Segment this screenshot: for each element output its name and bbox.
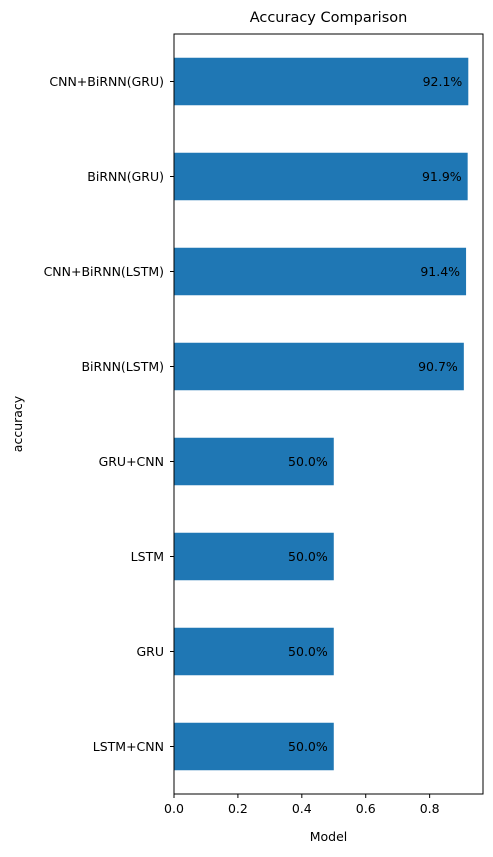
x-axis-label: Model xyxy=(310,829,348,844)
bar-gru xyxy=(174,627,334,676)
x-tick-label: 0.6 xyxy=(356,801,376,816)
y-axis-label: accuracy xyxy=(10,395,25,452)
bar-lstm-cnn xyxy=(174,722,334,771)
y-tick-label: CNN+BiRNN(GRU) xyxy=(49,74,164,89)
bar-value-label: 50.0% xyxy=(288,739,328,754)
y-tick-label: CNN+BiRNN(LSTM) xyxy=(44,264,164,279)
y-tick-label: BiRNN(LSTM) xyxy=(81,359,164,374)
y-tick-label: LSTM+CNN xyxy=(93,739,164,754)
bar-cnn-birnn-gru xyxy=(174,57,469,106)
x-tick-label: 0.4 xyxy=(292,801,312,816)
x-tick-label: 0.0 xyxy=(164,801,184,816)
bar-value-label: 91.9% xyxy=(422,169,462,184)
bar-lstm xyxy=(174,532,334,581)
x-tick-label: 0.2 xyxy=(228,801,248,816)
bar-value-label: 92.1% xyxy=(423,74,463,89)
bar-value-label: 50.0% xyxy=(288,454,328,469)
value-labels-layer: 50.0% 50.0% 50.0% 50.0% 90.7% 91.4% 91.9% 92.1% xyxy=(288,74,462,754)
bar-value-label: 50.0% xyxy=(288,549,328,564)
y-tick-label: BiRNN(GRU) xyxy=(87,169,164,184)
y-tick-label: GRU xyxy=(136,644,164,659)
bar-birnn-gru xyxy=(174,152,468,201)
bar-value-label: 90.7% xyxy=(418,359,458,374)
bar-value-label: 50.0% xyxy=(288,644,328,659)
plot-frame xyxy=(173,33,484,795)
bar-value-label: 91.4% xyxy=(420,264,460,279)
ticks-layer: LSTM+CNN GRU LSTM GRU+CNN BiRNN(LSTM) CNN+BiR… xyxy=(44,74,440,816)
x-tick-label: 0.8 xyxy=(420,801,440,816)
bars-layer xyxy=(174,57,469,771)
bar-gru-cnn xyxy=(174,437,334,486)
chart-title: Accuracy Comparison xyxy=(250,10,408,26)
bar-birnn-lstm xyxy=(174,342,464,391)
y-tick-label: GRU+CNN xyxy=(99,454,164,469)
y-tick-label: LSTM xyxy=(131,549,164,564)
bar-cnn-birnn-lstm xyxy=(174,247,467,296)
